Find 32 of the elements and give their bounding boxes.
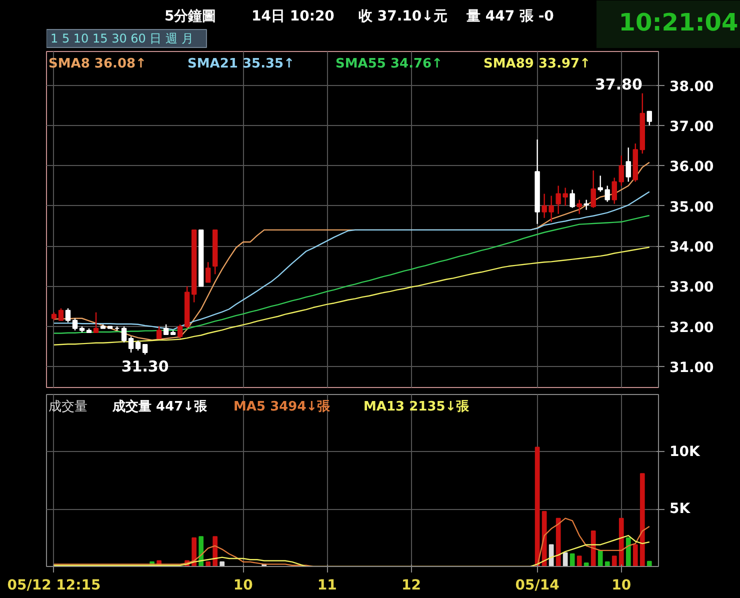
text: 成交量 447↓張 xyxy=(112,398,208,414)
y-tick-label: 5K xyxy=(670,501,692,518)
x-tick-label: 05/12 12:15 xyxy=(7,578,101,594)
y-tick-label: 35.00 xyxy=(670,199,714,216)
y-tick-label: 32.00 xyxy=(670,320,714,336)
y-tick-label: 34.00 xyxy=(670,240,714,256)
text: SMA55 34.76↑ xyxy=(336,56,442,72)
text: 5分鐘圖 xyxy=(164,8,216,24)
text: 14日 10:20 xyxy=(252,8,335,24)
x-tick-label: 10 xyxy=(612,578,632,594)
text: MA13 2135↓張 xyxy=(364,400,470,414)
x-tick-label: 10 xyxy=(233,578,254,594)
text: SMA89 33.97↑ xyxy=(484,56,590,72)
annotation: 31.30 xyxy=(121,358,169,376)
y-tick-label: 37.00 xyxy=(670,118,714,135)
x-tick-label: 05/14 xyxy=(515,578,560,594)
text: 成交量 xyxy=(48,398,88,414)
y-tick-label: 33.00 xyxy=(670,280,714,296)
y-tick-label: 10K xyxy=(670,444,701,460)
annotation: 37.80 xyxy=(594,75,642,94)
text: SMA21 35.35↑ xyxy=(188,56,294,72)
x-tick-label: 11 xyxy=(317,578,337,594)
text: 量 447 張 -0 xyxy=(466,8,554,24)
y-tick-label: 36.00 xyxy=(670,159,714,176)
text: SMA8 36.08↑ xyxy=(48,56,146,72)
text: MA5 3494↓張 xyxy=(234,400,332,414)
text: 10:21:04 xyxy=(618,8,738,36)
text: 收 37.10↓元 xyxy=(358,8,448,24)
y-tick-label: 31.00 xyxy=(670,360,714,376)
y-tick-label: 38.00 xyxy=(670,78,714,95)
text: 1 5 10 15 30 60 日 週 月 xyxy=(50,32,194,46)
x-tick-label: 12 xyxy=(401,578,421,594)
